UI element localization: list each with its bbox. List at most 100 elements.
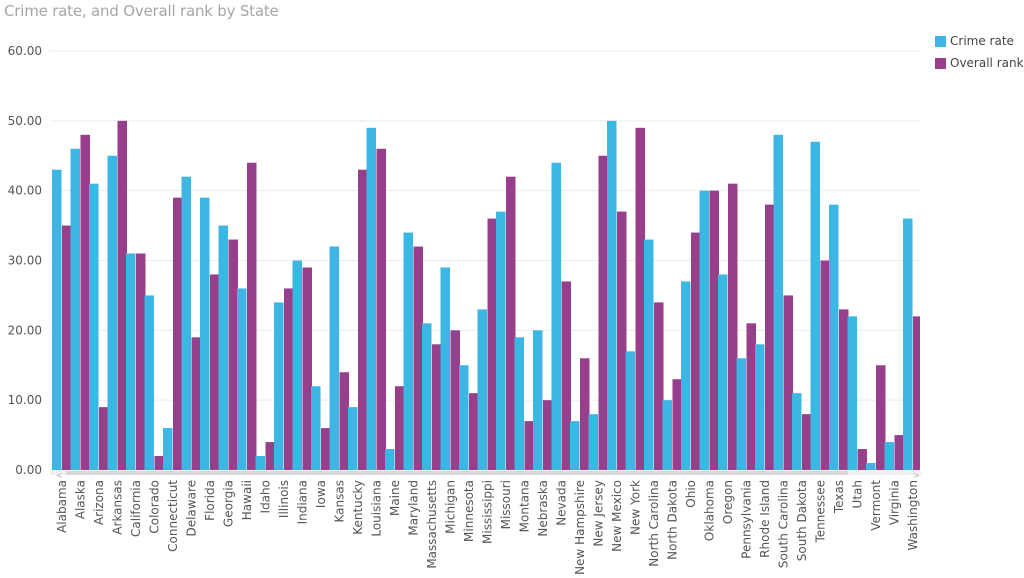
- bar-crime-rate-new-hampshire[interactable]: [570, 421, 580, 470]
- bar-crime-rate-tennessee[interactable]: [810, 141, 821, 471]
- bar-crime-rate-virginia[interactable]: [884, 442, 895, 470]
- bar-overall-rank-virginia[interactable]: [894, 435, 905, 470]
- bar-overall-rank-colorado[interactable]: [154, 456, 165, 470]
- bar-crime-rate-connecticut[interactable]: [163, 428, 173, 470]
- bar-crime-rate-iowa[interactable]: [311, 386, 321, 470]
- bar-overall-rank-south-carolina[interactable]: [783, 295, 794, 470]
- bar-overall-rank-michigan[interactable]: [450, 330, 461, 470]
- bar-overall-rank-north-carolina[interactable]: [654, 302, 664, 470]
- bar-crime-rate-california[interactable]: [126, 253, 136, 470]
- bar-overall-rank-utah[interactable]: [857, 449, 868, 470]
- bar-crime-rate-north-dakota[interactable]: [662, 400, 673, 470]
- bar-overall-rank-new-jersey[interactable]: [598, 155, 609, 470]
- bar-overall-rank-arizona[interactable]: [99, 407, 109, 470]
- bar-crime-rate-new-jersey[interactable]: [588, 414, 599, 470]
- bar-overall-rank-new-york[interactable]: [635, 127, 646, 471]
- bar-crime-rate-new-york[interactable]: [625, 351, 636, 470]
- bar-crime-rate-montana[interactable]: [514, 337, 525, 470]
- bar-crime-rate-louisiana[interactable]: [366, 127, 377, 471]
- bar-crime-rate-ohio[interactable]: [681, 281, 691, 470]
- bar-crime-rate-maine[interactable]: [385, 449, 395, 470]
- bar-crime-rate-michigan[interactable]: [440, 267, 451, 470]
- bar-overall-rank-new-mexico[interactable]: [617, 211, 627, 470]
- bar-crime-rate-mississippi[interactable]: [477, 309, 488, 470]
- bar-overall-rank-montana[interactable]: [524, 421, 535, 470]
- bar-overall-rank-pennsylvania[interactable]: [746, 323, 757, 470]
- bar-overall-rank-delaware[interactable]: [191, 337, 202, 470]
- bar-overall-rank-nevada[interactable]: [561, 281, 572, 470]
- bar-crime-rate-maryland[interactable]: [403, 232, 414, 470]
- bar-crime-rate-kansas[interactable]: [329, 246, 340, 470]
- bar-overall-rank-ohio[interactable]: [691, 232, 701, 470]
- bar-overall-rank-massachusetts[interactable]: [432, 344, 442, 470]
- bar-crime-rate-oklahoma[interactable]: [699, 190, 710, 470]
- bar-overall-rank-south-dakota[interactable]: [802, 414, 812, 470]
- bar-overall-rank-minnesota[interactable]: [469, 393, 479, 470]
- bar-crime-rate-utah[interactable]: [847, 316, 858, 470]
- bar-overall-rank-tennessee[interactable]: [820, 260, 831, 471]
- bar-crime-rate-vermont[interactable]: [866, 463, 876, 470]
- bar-overall-rank-kansas[interactable]: [339, 372, 350, 470]
- bar-overall-rank-rhode-island[interactable]: [765, 204, 775, 470]
- bar-overall-rank-maine[interactable]: [395, 386, 405, 470]
- bar-crime-rate-south-carolina[interactable]: [773, 134, 784, 471]
- bar-overall-rank-missouri[interactable]: [506, 176, 516, 470]
- bar-crime-rate-pennsylvania[interactable]: [736, 358, 747, 470]
- bar-crime-rate-indiana[interactable]: [292, 260, 303, 471]
- scrollbar-thumb[interactable]: [66, 471, 848, 475]
- legend-item-overall-rank[interactable]: Overall rank: [935, 52, 1024, 74]
- bar-overall-rank-oregon[interactable]: [728, 183, 738, 470]
- bar-overall-rank-indiana[interactable]: [302, 267, 313, 470]
- bar-crime-rate-washington[interactable]: [903, 218, 913, 470]
- bar-overall-rank-louisiana[interactable]: [376, 148, 387, 470]
- bar-overall-rank-vermont[interactable]: [876, 365, 886, 470]
- bar-crime-rate-illinois[interactable]: [274, 302, 284, 470]
- bar-overall-rank-florida[interactable]: [210, 274, 220, 470]
- bar-overall-rank-connecticut[interactable]: [173, 197, 183, 470]
- bar-overall-rank-maryland[interactable]: [413, 246, 424, 470]
- bar-overall-rank-alabama[interactable]: [62, 225, 72, 470]
- bar-crime-rate-south-dakota[interactable]: [792, 393, 802, 470]
- bar-crime-rate-arkansas[interactable]: [107, 155, 118, 470]
- scroll-left-arrow[interactable]: <: [56, 471, 63, 480]
- bar-crime-rate-hawaii[interactable]: [237, 288, 247, 470]
- bar-overall-rank-alaska[interactable]: [80, 134, 91, 471]
- legend-item-crime-rate[interactable]: Crime rate: [935, 30, 1024, 52]
- bar-crime-rate-texas[interactable]: [829, 204, 839, 470]
- bar-overall-rank-california[interactable]: [136, 253, 146, 470]
- bar-overall-rank-arkansas[interactable]: [117, 120, 128, 470]
- bar-crime-rate-florida[interactable]: [200, 197, 210, 470]
- bar-crime-rate-nevada[interactable]: [551, 162, 562, 470]
- bar-crime-rate-georgia[interactable]: [218, 225, 229, 470]
- bar-overall-rank-nebraska[interactable]: [543, 400, 553, 470]
- bar-overall-rank-oklahoma[interactable]: [709, 190, 720, 470]
- bar-overall-rank-new-hampshire[interactable]: [580, 358, 590, 470]
- bar-overall-rank-texas[interactable]: [839, 309, 849, 470]
- bar-overall-rank-north-dakota[interactable]: [672, 379, 683, 470]
- bar-overall-rank-hawaii[interactable]: [247, 162, 257, 470]
- bar-overall-rank-mississippi[interactable]: [487, 218, 498, 470]
- bar-crime-rate-idaho[interactable]: [255, 456, 266, 470]
- bar-crime-rate-rhode-island[interactable]: [755, 344, 765, 470]
- bar-crime-rate-arizona[interactable]: [89, 183, 99, 470]
- bar-crime-rate-minnesota[interactable]: [459, 365, 469, 470]
- bar-crime-rate-missouri[interactable]: [496, 211, 506, 470]
- bar-crime-rate-delaware[interactable]: [181, 176, 192, 470]
- bar-crime-rate-colorado[interactable]: [144, 295, 155, 470]
- bar-crime-rate-north-carolina[interactable]: [644, 239, 654, 470]
- bar-crime-rate-new-mexico[interactable]: [607, 120, 617, 470]
- bar-crime-rate-massachusetts[interactable]: [422, 323, 432, 470]
- bar-crime-rate-nebraska[interactable]: [533, 330, 543, 470]
- bar-crime-rate-kentucky[interactable]: [348, 407, 358, 470]
- scroll-right-arrow[interactable]: >: [913, 471, 920, 480]
- x-tick-label: New York: [629, 480, 643, 535]
- bar-overall-rank-georgia[interactable]: [228, 239, 239, 470]
- bar-crime-rate-oregon[interactable]: [718, 274, 728, 470]
- bar-crime-rate-alabama[interactable]: [52, 169, 62, 470]
- bar-crime-rate-alaska[interactable]: [70, 148, 81, 470]
- bar-overall-rank-illinois[interactable]: [284, 288, 294, 470]
- bar-overall-rank-washington[interactable]: [913, 316, 920, 470]
- bar-overall-rank-idaho[interactable]: [265, 442, 276, 470]
- bar-overall-rank-kentucky[interactable]: [358, 169, 368, 470]
- bar-overall-rank-iowa[interactable]: [321, 428, 331, 470]
